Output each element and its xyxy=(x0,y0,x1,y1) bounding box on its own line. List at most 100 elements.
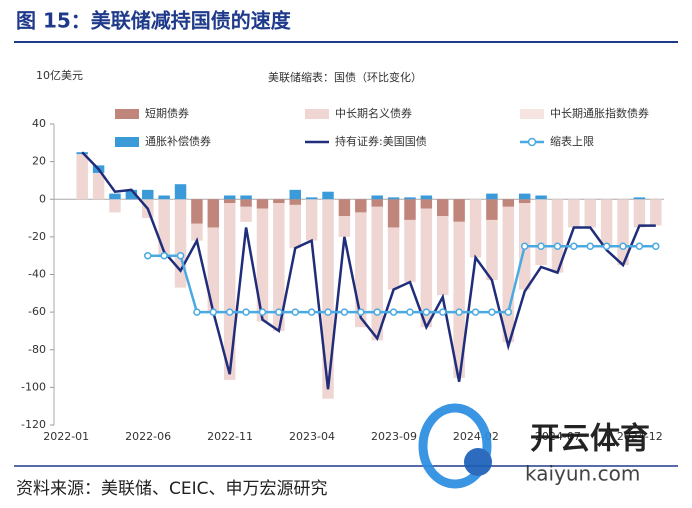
x-tick-label: 2024-12 xyxy=(617,430,663,443)
legend-label: 中长期通胀指数债券 xyxy=(550,106,649,120)
bar xyxy=(240,195,252,200)
bar xyxy=(273,203,285,331)
bar xyxy=(305,199,318,241)
bar xyxy=(223,195,236,200)
chart-subtitle: 美联储缩表：国债（环比变化） xyxy=(268,70,422,84)
legend-swatch xyxy=(305,109,329,119)
bar xyxy=(371,206,383,341)
x-tick-label: 2023-09 xyxy=(371,430,417,443)
x-tick-label: 2023-04 xyxy=(289,430,335,443)
point xyxy=(652,242,660,251)
bar xyxy=(437,216,449,296)
point xyxy=(520,242,529,251)
point xyxy=(553,242,562,251)
bar xyxy=(109,199,121,213)
bar xyxy=(387,227,400,290)
bar xyxy=(289,189,301,200)
point xyxy=(602,242,611,251)
y-axis-unit: 10亿美元 xyxy=(36,69,83,82)
y-tick-label: -40 xyxy=(28,268,46,281)
point xyxy=(160,251,168,260)
bar xyxy=(240,199,252,207)
bar xyxy=(453,221,465,378)
bar xyxy=(174,199,187,288)
point xyxy=(504,308,513,316)
source: 资料来源：美联储、CEIC、申万宏源研究 xyxy=(16,479,328,499)
bar xyxy=(486,199,498,220)
bar xyxy=(404,197,416,200)
bar xyxy=(338,216,351,237)
bar xyxy=(404,199,416,220)
y-tick-label: -120 xyxy=(21,418,46,431)
y-tick-label: 0 xyxy=(39,192,46,205)
bar xyxy=(633,197,646,200)
legend-label: 缩表上限 xyxy=(550,134,594,148)
watermark-url: kaiyun.com xyxy=(525,462,640,486)
point xyxy=(176,251,185,260)
point xyxy=(373,308,381,316)
figure-title: 图 15：美联储减持国债的速度 xyxy=(16,9,292,33)
legend-label: 持有证券:美国国债 xyxy=(335,134,427,148)
point xyxy=(307,308,316,316)
bar xyxy=(600,199,613,249)
bar xyxy=(305,197,318,200)
bar xyxy=(518,199,531,204)
bar xyxy=(404,219,416,283)
bar xyxy=(420,208,433,328)
bar xyxy=(355,212,367,328)
x-tick-label: 2022-06 xyxy=(125,430,171,443)
bar xyxy=(158,195,170,200)
x-tick-label: 2024-07 xyxy=(535,430,581,443)
bar xyxy=(256,199,269,209)
bar xyxy=(535,195,547,200)
bar xyxy=(650,199,662,226)
x-tick-label: 2024-02 xyxy=(453,430,499,443)
bar xyxy=(420,199,433,209)
bar xyxy=(289,204,301,249)
y-tick-label: -100 xyxy=(21,380,46,393)
point xyxy=(193,308,201,316)
bar xyxy=(289,199,301,205)
bar xyxy=(223,199,236,204)
y-tick-label: 40 xyxy=(32,117,46,130)
point xyxy=(242,308,250,316)
bar xyxy=(502,206,515,343)
bar xyxy=(92,172,105,200)
bar xyxy=(371,199,383,207)
bar xyxy=(76,154,88,200)
bar xyxy=(437,199,449,217)
bar xyxy=(158,199,170,258)
bar xyxy=(322,199,334,399)
y-tick-label: -20 xyxy=(28,230,46,243)
bar xyxy=(174,184,187,200)
bar xyxy=(568,199,580,228)
bar xyxy=(453,199,465,222)
bar xyxy=(109,193,121,200)
bar xyxy=(207,227,220,313)
point xyxy=(406,308,414,316)
bar xyxy=(617,199,629,266)
bar xyxy=(551,199,564,273)
bar xyxy=(371,195,383,200)
bar xyxy=(142,189,154,200)
bar xyxy=(240,206,252,222)
legend-marker xyxy=(527,137,537,147)
bar xyxy=(355,199,367,213)
legend-swatch xyxy=(115,137,139,147)
bar xyxy=(191,223,203,241)
point xyxy=(209,308,218,316)
y-tick-label: -60 xyxy=(28,305,46,318)
point xyxy=(258,308,267,316)
bar xyxy=(535,199,547,266)
x-tick-label: 2022-11 xyxy=(207,430,253,443)
bar xyxy=(387,199,400,228)
bar xyxy=(502,199,515,207)
bar xyxy=(223,203,236,380)
legend-label: 通胀补偿债券 xyxy=(145,134,211,148)
point xyxy=(340,308,349,316)
legend-label: 中长期名义债券 xyxy=(335,106,412,120)
bar xyxy=(420,195,433,200)
line xyxy=(81,151,656,390)
